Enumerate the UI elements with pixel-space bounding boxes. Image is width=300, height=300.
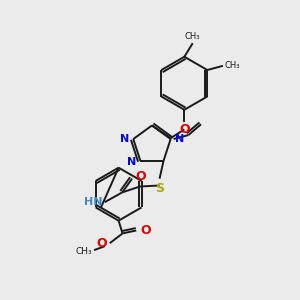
Text: O: O [179,122,190,136]
Text: O: O [135,170,146,183]
Text: CH₃: CH₃ [184,32,200,41]
Text: CH₃: CH₃ [225,61,241,70]
Text: CH₃: CH₃ [76,247,92,256]
Text: HN: HN [84,197,103,207]
Text: S: S [155,182,164,195]
Text: N: N [120,134,129,144]
Text: O: O [140,224,151,237]
Text: N: N [175,134,184,144]
Text: N: N [127,157,136,167]
Text: O: O [96,237,107,250]
